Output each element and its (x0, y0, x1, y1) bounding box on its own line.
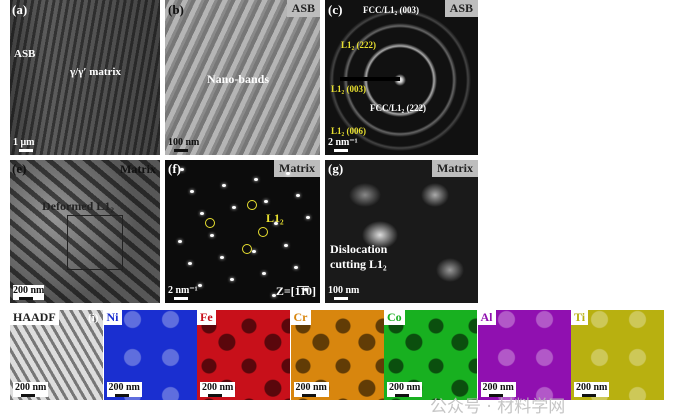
scale-bar: 200 nm (293, 382, 329, 397)
diffraction-spot (252, 250, 256, 253)
feature-label: cutting L1₂ (330, 257, 387, 271)
panel-a-tem: (a) ASB γ/γ′ matrix 1 μm (10, 0, 160, 155)
feature-label: Dislocation (330, 242, 388, 256)
ring-label: FCC/L1₂ (003) (363, 5, 419, 15)
diffraction-spot (230, 278, 234, 281)
ring-label: L1₂ (006) (331, 126, 366, 136)
scale-bar: 1 μm (13, 137, 35, 152)
diffraction-spot (200, 212, 204, 215)
scale-bar: 2 nm⁻¹ (168, 285, 198, 300)
superlattice-spot-circle (205, 218, 215, 228)
phase-label: L1₂ (266, 211, 284, 225)
diffraction-spot (220, 256, 224, 259)
region-tag: Matrix (120, 162, 156, 176)
diffraction-spot (180, 168, 184, 171)
panel-label: (f) (168, 161, 181, 176)
diffraction-spot (232, 206, 236, 209)
panel-label: (c) (328, 2, 343, 17)
diffraction-spot (264, 200, 268, 203)
element-label: Co (384, 310, 405, 325)
diffraction-spot (188, 262, 192, 265)
diffraction-spot (296, 194, 300, 197)
feature-label: Deformed L1₂ (42, 199, 114, 213)
ring-label: L1₂ (003) (331, 84, 366, 94)
diffraction-spot (262, 272, 266, 275)
element-label: Cr (290, 310, 311, 325)
scale-bar: 200 nm (106, 382, 142, 397)
eds-map-al: Al 200 nm (477, 310, 571, 400)
diffraction-spot (190, 190, 194, 193)
eds-map-cr: Cr 200 nm (290, 310, 384, 400)
panel-f-saed: (f) Matrix L1₂ Z=[1̅1̅0] 2 nm⁻¹ (165, 160, 320, 303)
element-label: Al (477, 310, 496, 325)
diffraction-spot (210, 234, 214, 237)
eds-map-haadf: HAADF 200 nm (10, 310, 103, 400)
zone-axis-label: Z=[1̅1̅0] (275, 284, 316, 298)
eds-map-ti: Ti 200 nm (571, 310, 664, 400)
panel-label: (e) (12, 161, 27, 176)
beam-stop (340, 77, 400, 81)
scale-bar: 200 nm (480, 382, 516, 397)
superlattice-spot-circle (242, 244, 252, 254)
diffraction-spot (272, 294, 276, 297)
region-tag: Matrix (432, 160, 478, 177)
phase-label: γ/γ′ matrix (70, 66, 121, 78)
element-label: HAADF (10, 310, 59, 325)
diffraction-spot (306, 216, 310, 219)
scale-bar: 100 nm (168, 137, 199, 152)
panel-label: (a) (12, 2, 28, 17)
eds-map-co: Co 200 nm (384, 310, 477, 400)
region-tag: Matrix (274, 160, 320, 177)
histogram-h: 0.00.10.20.306090120150L1₂ diameter (nm)… (480, 160, 676, 310)
scale-bar: 100 nm (328, 285, 359, 300)
superlattice-spot-circle (247, 200, 257, 210)
panel-b-tem: (b) ASB Nano-bands 100 nm (165, 0, 320, 155)
diffraction-spot (284, 244, 288, 247)
eds-map-fe: Fe 200 nm (197, 310, 290, 400)
superlattice-spot-circle (258, 227, 268, 237)
panel-label: (g) (328, 161, 344, 176)
region-tag: ASB (286, 0, 320, 17)
region-label: ASB (14, 48, 36, 60)
element-label: Ni (103, 310, 122, 325)
element-label: Ti (571, 310, 589, 325)
watermark: 公众号 · 材料学网 (430, 397, 566, 417)
panel-label: (i) (88, 312, 99, 324)
diffraction-spot (178, 240, 182, 243)
ring-label: L1₂ (222) (341, 40, 376, 50)
ring-label: FCC/L1₂ (222) (370, 103, 426, 113)
scale-bar: 200 nm (13, 382, 49, 397)
scale-bar: 200 nm (574, 382, 610, 397)
diffraction-spot (198, 284, 202, 287)
diffraction-spot (294, 266, 298, 269)
eds-map-ni: Ni 200 nm (103, 310, 197, 400)
region-tag: ASB (444, 0, 478, 17)
scale-bar: 200 nm (200, 382, 236, 397)
histogram-d: 0.00.10.20.30.401020304050Nanoband width… (480, 0, 676, 160)
panel-label: (b) (168, 2, 184, 17)
scale-bar: 2 nm⁻¹ (328, 137, 358, 152)
element-label: Fe (197, 310, 216, 325)
feature-label: Nano-bands (207, 72, 270, 86)
diffraction-spot (304, 288, 308, 291)
scale-bar: 200 nm (13, 285, 45, 300)
diffraction-spot (222, 184, 226, 187)
diffraction-spot (286, 172, 290, 175)
panel-c-saed: (c) ASB FCC/L1₂ (003) L1₂ (222) L1₂ (003… (325, 0, 478, 155)
panel-e-tem: (e) Matrix Deformed L1₂ 200 nm (10, 160, 160, 303)
diffraction-spot (254, 178, 258, 181)
scale-bar: 200 nm (387, 382, 423, 397)
diffraction-spot (274, 222, 278, 225)
panel-g-darkfield: (g) Matrix Dislocation cutting L1₂ 100 n… (325, 160, 478, 303)
highlight-box (67, 215, 123, 270)
